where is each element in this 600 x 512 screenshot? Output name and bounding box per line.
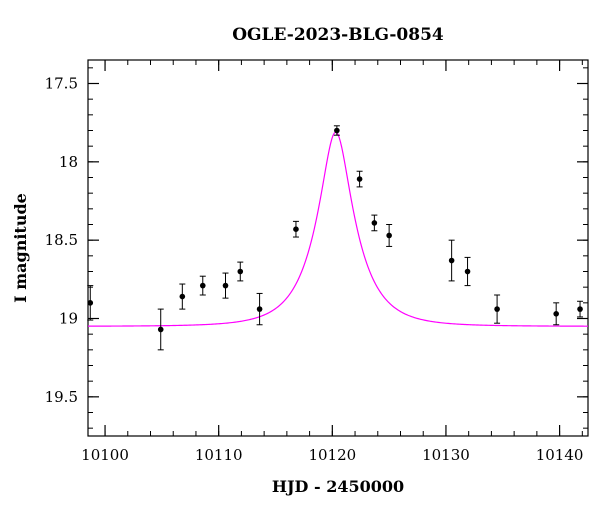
data-point [553, 302, 560, 326]
data-point [222, 272, 229, 299]
x-axis-label: HJD - 2450000 [272, 477, 404, 496]
data-marker [222, 282, 229, 289]
data-marker [386, 232, 392, 239]
data-point [179, 283, 186, 310]
data-marker [356, 176, 363, 182]
y-tick-label: 19.5 [45, 388, 78, 406]
data-point [448, 239, 455, 282]
tick-labels: 10100 10110 10120 10130 10140 17.5 18 18.5 19 19.… [45, 75, 584, 465]
x-tick-label: 10110 [195, 446, 243, 464]
data-points-layer [87, 125, 584, 351]
data-marker [577, 306, 583, 312]
y-axis-label: I magnitude [11, 193, 30, 303]
model-curve [88, 131, 589, 327]
plot-frame [87, 59, 589, 437]
data-marker [448, 257, 455, 264]
data-point [256, 292, 263, 326]
data-marker [87, 300, 94, 306]
chart-title: OGLE-2023-BLG-0854 [232, 25, 444, 45]
data-marker [179, 293, 186, 300]
data-marker [553, 311, 559, 317]
data-point [371, 214, 378, 232]
data-marker [157, 326, 164, 333]
data-point [333, 125, 340, 136]
data-point [386, 224, 393, 247]
y-tick-label: 19 [59, 310, 78, 328]
data-point [577, 300, 584, 318]
x-tick-label: 10120 [308, 446, 356, 464]
data-point [356, 170, 363, 188]
data-marker [293, 226, 299, 232]
model-curve-layer [88, 131, 589, 327]
x-tick-label: 10130 [422, 446, 470, 464]
data-point [494, 294, 501, 324]
y-tick-label: 18.5 [45, 231, 78, 249]
major-ticks [88, 60, 588, 436]
data-marker [464, 268, 471, 275]
y-tick-label: 18 [59, 153, 78, 171]
data-point [87, 285, 94, 321]
data-marker [494, 306, 500, 312]
data-point [464, 256, 471, 287]
data-marker [237, 268, 244, 275]
x-tick-label: 10140 [536, 446, 584, 464]
minor-ticks [88, 60, 588, 436]
data-marker [256, 306, 263, 312]
data-marker [371, 220, 378, 226]
data-point [157, 308, 164, 351]
x-tick-label: 10100 [81, 446, 129, 464]
data-point [237, 261, 244, 282]
data-point [199, 275, 206, 296]
data-marker [334, 127, 340, 134]
y-tick-label: 17.5 [45, 75, 78, 93]
data-marker [199, 282, 206, 289]
data-point [292, 220, 299, 238]
